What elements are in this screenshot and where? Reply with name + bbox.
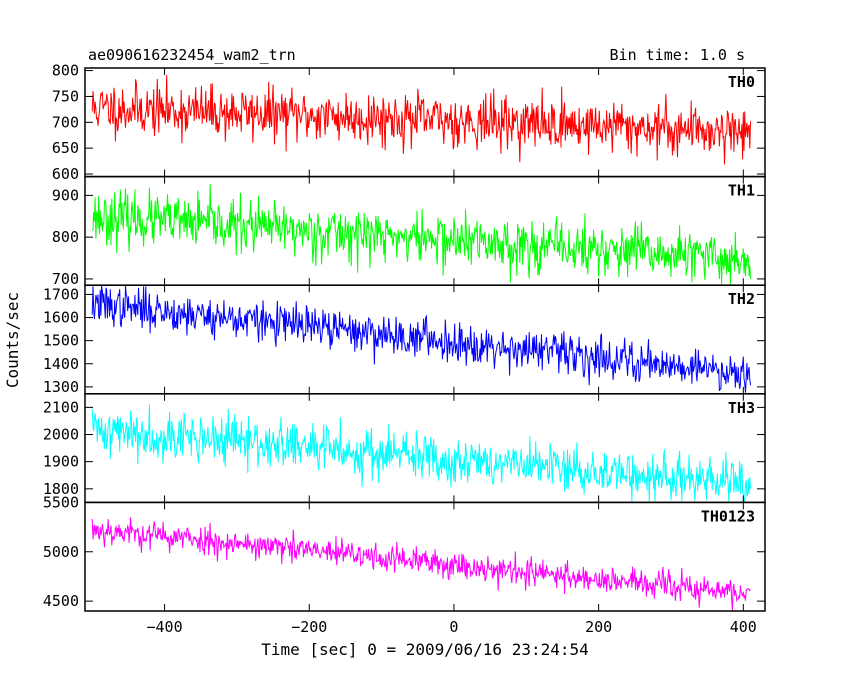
- panel-th3: TH3 1800 1900 2000 2100: [43, 393, 766, 504]
- y-tick-label: 1300: [43, 378, 79, 396]
- x-tick-label: −400: [147, 618, 183, 636]
- panel-th2: TH2 1300 1400 1500 1600 1700: [43, 284, 766, 396]
- panel-th1: TH1 700 800 900: [52, 175, 766, 288]
- y-tick-label: 900: [52, 186, 79, 204]
- x-tick-label: −200: [291, 618, 327, 636]
- series-label-th3: TH3: [728, 399, 755, 417]
- chart-title: ae090616232454_wam2_trn: [88, 46, 296, 64]
- y-tick-label: 800: [52, 228, 79, 246]
- series-label-th2: TH2: [728, 290, 755, 308]
- panel-th0: TH0 600 650 700 750 800: [52, 62, 766, 183]
- y-tick-label: 700: [52, 113, 79, 131]
- panel-frame: [84, 284, 766, 395]
- x-axis: −400 −200 0 200 400: [147, 618, 757, 636]
- bin-time-label: Bin time: 1.0 s: [610, 46, 745, 64]
- series-th3-line: [91, 404, 751, 502]
- series-th2-line: [91, 285, 751, 393]
- y-tick-label: 4500: [43, 592, 79, 610]
- y-tick-label: 2100: [43, 398, 79, 416]
- x-tick-label: 400: [730, 618, 757, 636]
- series-th0123-line: [91, 517, 751, 611]
- y-tick-label: 700: [52, 270, 79, 288]
- y-tick-label: 1400: [43, 355, 79, 373]
- panel-th0123: TH0123 4500 5000 5500: [43, 493, 766, 612]
- series-label-th0: TH0: [728, 73, 755, 91]
- y-tick-label: 750: [52, 87, 79, 105]
- x-tick-label: 200: [585, 618, 612, 636]
- y-tick-label: 1900: [43, 453, 79, 471]
- series-label-th0123: TH0123: [701, 507, 755, 525]
- y-tick-label: 2000: [43, 426, 79, 444]
- y-axis-title: Counts/sec: [3, 292, 22, 388]
- y-tick-label: 600: [52, 165, 79, 183]
- y-tick-label: 1800: [43, 480, 79, 498]
- series-th0-line: [91, 74, 751, 165]
- x-tick-label: 0: [449, 618, 458, 636]
- series-label-th1: TH1: [728, 182, 755, 200]
- y-tick-label: 5000: [43, 543, 79, 561]
- panel-frame: [84, 501, 766, 612]
- y-tick-label: 650: [52, 139, 79, 157]
- series-th1-line: [91, 183, 751, 285]
- y-tick-label: 1600: [43, 309, 79, 327]
- y-tick-label: 1500: [43, 332, 79, 350]
- y-tick-label: 5500: [43, 493, 79, 511]
- panel-frame: [84, 393, 766, 504]
- x-axis-title: Time [sec] 0 = 2009/06/16 23:24:54: [261, 640, 589, 659]
- y-tick-label: 800: [52, 62, 79, 80]
- y-tick-label: 1700: [43, 285, 79, 303]
- panels-group: TH0 600 650 700 750 800 TH1 700 800 900 TH2 1300 140…: [43, 62, 766, 612]
